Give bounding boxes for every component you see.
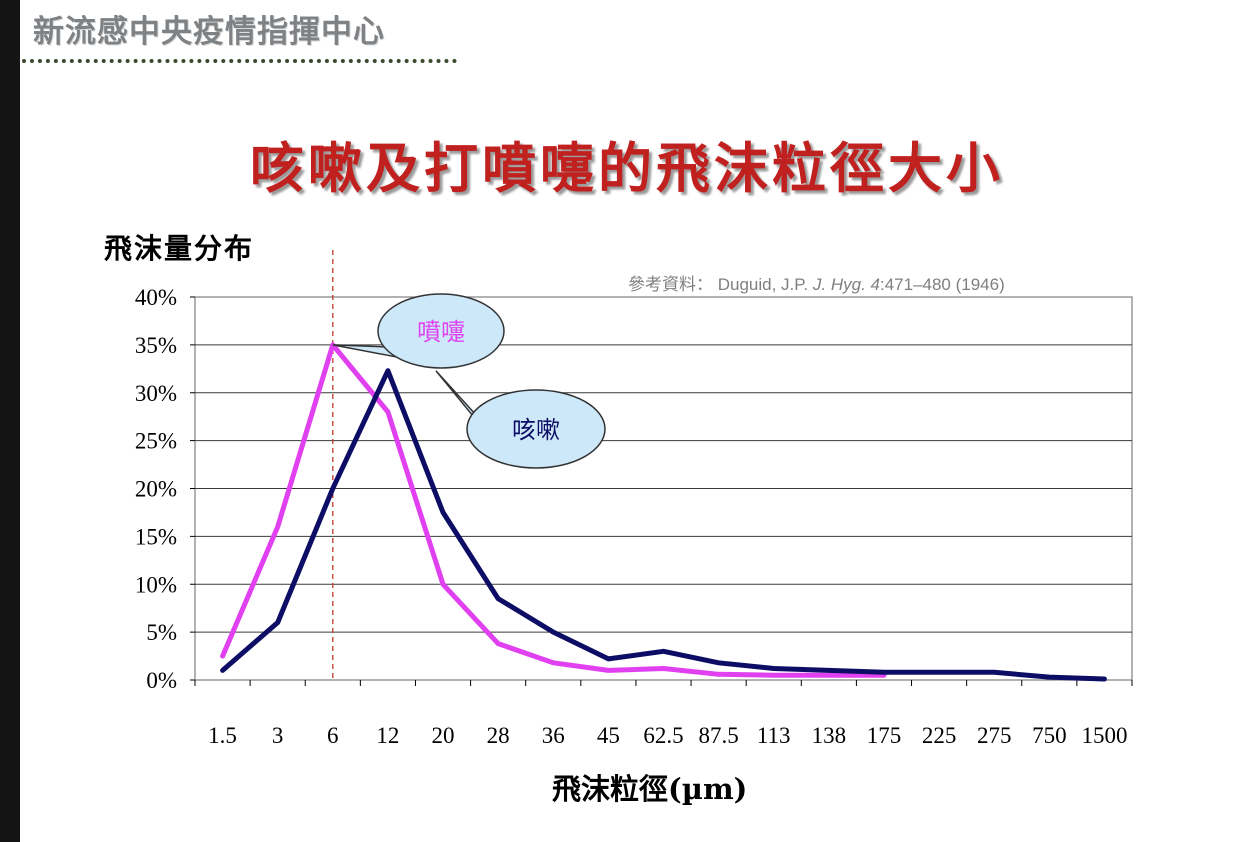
sneeze-callout: 噴嚏 (332, 293, 505, 369)
x-tick-label: 225 (922, 723, 957, 748)
y-tick-label: 30% (135, 381, 177, 406)
cough-callout-label: 咳嗽 (512, 416, 560, 444)
y-tick-label: 25% (135, 429, 177, 454)
y-tick-label: 10% (135, 572, 177, 597)
cough-callout: 咳嗽 (435, 370, 606, 469)
y-axis-title: 飛沫量分布 (104, 232, 255, 265)
x-tick-label: 45 (597, 723, 620, 748)
cough-callout-seam (501, 444, 519, 459)
sneeze-callout-body (377, 293, 505, 369)
axis-layer: 0%5%10%15%20%25%30%35%40%1.5 3 6 12 20 28 36 45… (135, 285, 1133, 748)
x-tick-label: 175 (867, 723, 902, 748)
y-tick-label: 5% (146, 620, 177, 645)
y-tick-label: 0% (146, 668, 177, 693)
reference-authors: Duguid, J.P. (717, 275, 809, 294)
sneeze-callout-label: 噴嚏 (417, 318, 465, 346)
x-tick-label: 138 (812, 723, 847, 748)
x-tick-label: 1.5 (208, 723, 237, 748)
x-tick-label: 28 (487, 723, 510, 748)
x-tick-label: 12 (376, 723, 399, 748)
reference-citation: 參考資料： Duguid, J.P. J. Hyg. 4:471–480 (19… (628, 270, 1005, 295)
x-tick-label: 62.5 (643, 723, 683, 748)
x-tick-label: 36 (542, 723, 565, 748)
x-tick-label: 750 (1032, 723, 1067, 748)
cough-callout-body (466, 389, 606, 469)
grid-layer (194, 250, 1133, 681)
x-tick-label: 20 (432, 723, 455, 748)
x-tick-label: 113 (757, 723, 791, 748)
series-layer (220, 342, 1107, 682)
x-tick-label: 275 (977, 723, 1012, 748)
y-tick-label: 40% (135, 285, 177, 310)
x-axis-title: 飛沫粒徑(µm) (552, 772, 748, 806)
x-tick-label: 87.5 (698, 723, 738, 748)
y-tick-label: 35% (135, 333, 177, 358)
header-title: 新流感中央疫情指揮中心 (33, 14, 385, 50)
series-line-cough (220, 368, 1107, 682)
x-tick-label: 3 (272, 723, 284, 748)
header-dotted-divider (22, 59, 457, 63)
left-edge-bar (0, 0, 20, 842)
x-tick-label: 1500 (1081, 723, 1127, 748)
reference-pages: :471–480 (1946) (879, 275, 1005, 294)
x-tick-label: 6 (327, 723, 339, 748)
slide-title: 咳嗽及打噴嚏的飛沫粒徑大小 (250, 136, 1004, 200)
sneeze-callout-seam (409, 345, 426, 360)
y-tick-label: 15% (135, 524, 177, 549)
reference-journal: J. Hyg. 4 (812, 275, 880, 294)
reference-prefix: 參考資料： (628, 275, 713, 294)
y-tick-label: 20% (135, 477, 177, 502)
